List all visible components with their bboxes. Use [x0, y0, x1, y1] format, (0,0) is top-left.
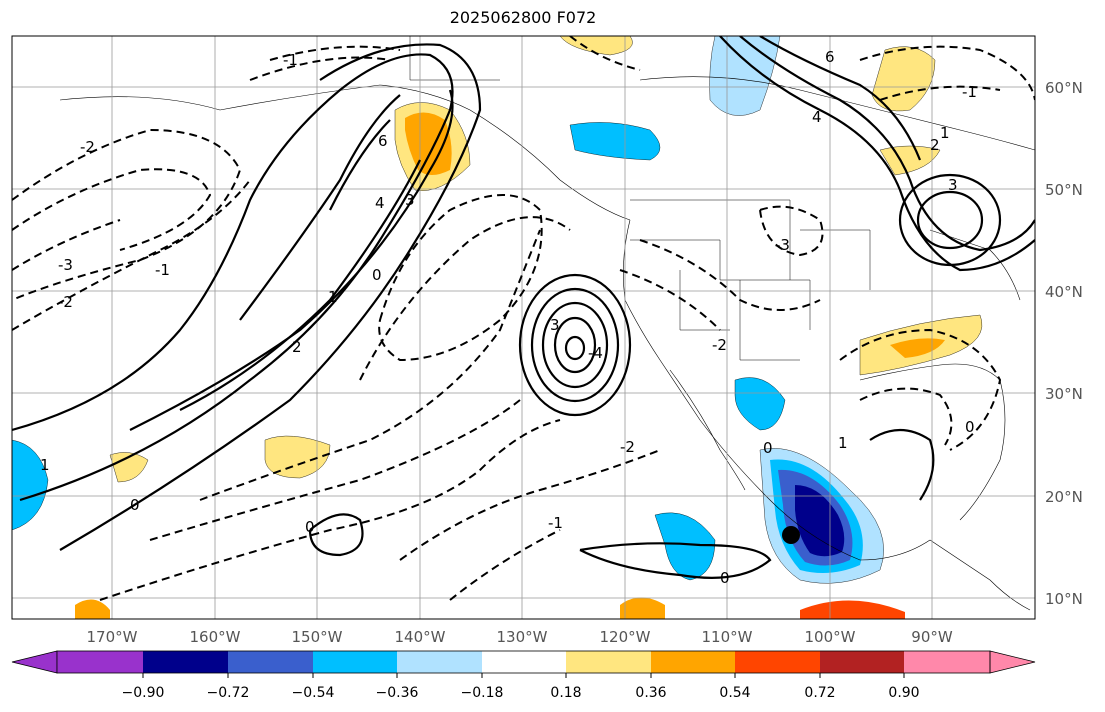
coastline-alaska — [59, 84, 631, 221]
lon-tick-label: 120°W — [600, 628, 651, 646]
shade-positive-south — [620, 597, 665, 619]
shade-positive-gulf-alaska-core — [405, 112, 452, 175]
lon-tick-label: 150°W — [292, 628, 343, 646]
contour-label: 1 — [40, 456, 50, 474]
colorbar-segment — [397, 651, 482, 673]
lon-tick-label: 130°W — [497, 628, 548, 646]
colorbar-segment — [651, 651, 735, 673]
lat-tick-label: 60°N — [1045, 79, 1083, 97]
contour-label: -4 — [588, 344, 603, 362]
colorbar-segment — [143, 651, 228, 673]
colorbar-segment — [566, 651, 651, 673]
contours-negative — [12, 36, 1035, 601]
colorbar-label: 0.72 — [804, 685, 835, 701]
lon-tick-label: 110°W — [702, 628, 753, 646]
shade-positive-sw — [75, 599, 110, 619]
contour-label: -1 — [155, 261, 170, 279]
colorbar-label: −0.36 — [376, 685, 419, 701]
colorbar-label: 0.54 — [719, 685, 750, 701]
contour-label: 6 — [378, 132, 388, 150]
contour-label: 2 — [292, 338, 302, 356]
lon-tick-label: 170°W — [87, 628, 138, 646]
map-frame — [11, 35, 1036, 620]
lat-tick-label: 50°N — [1045, 181, 1083, 199]
contour-label: 0 — [130, 496, 140, 514]
colorbar-segment — [904, 651, 990, 673]
colorbar-extend-high — [989, 650, 1036, 674]
contour-label: 2 — [930, 136, 940, 154]
lat-tick-label: 10°N — [1045, 590, 1083, 608]
colorbar-label: 0.18 — [550, 685, 581, 701]
lon-tick-label: 90°W — [911, 628, 953, 646]
latitude-tick-labels: 60°N 50°N 40°N 30°N 20°N 10°N — [1045, 79, 1083, 608]
contour-label: -2 — [58, 293, 73, 311]
shade-negative-west-edge — [12, 439, 49, 531]
shade-negative-pacific-nw — [569, 122, 661, 161]
contour-label: 4 — [812, 108, 822, 126]
colorbar-label: −0.72 — [207, 685, 250, 701]
contour-label: 1 — [940, 124, 950, 142]
map-title: 2025062800 F072 — [449, 8, 597, 27]
colorbar-label: −0.18 — [461, 685, 504, 701]
coastline-baja — [669, 369, 746, 491]
contour-label: 6 — [825, 48, 835, 66]
contour-label: 3 — [948, 176, 958, 194]
shade-positive-gulf-core — [890, 338, 945, 358]
contour-label: -2 — [620, 438, 635, 456]
contour-label: 0 — [305, 518, 315, 536]
colorbar-segment — [820, 651, 904, 673]
lon-tick-label: 100°W — [805, 628, 856, 646]
lon-tick-label: 160°W — [190, 628, 241, 646]
shade-positive-central — [264, 435, 331, 479]
shade-negative-east-pac — [654, 512, 716, 581]
contour-label: 0 — [965, 418, 975, 436]
lon-tick-label: 140°W — [395, 628, 446, 646]
contour-label: 1 — [328, 288, 338, 306]
coastline-canada — [639, 76, 1035, 151]
shade-negative-baja-core — [795, 485, 845, 557]
contour-label: 0 — [720, 569, 730, 587]
shade-positive-south-2 — [800, 600, 905, 619]
colorbar-ticks — [142, 673, 905, 678]
colorbar-segment — [57, 651, 143, 673]
longitude-tick-labels: 170°W 160°W 150°W 140°W 130°W 120°W 110°… — [87, 628, 953, 646]
colorbar-segment — [313, 651, 397, 673]
colorbar: −0.90 −0.72 −0.54 −0.36 −0.18 0.18 0.36 … — [11, 650, 1036, 701]
contour-label: 3 — [405, 191, 415, 209]
colorbar-label: 0.90 — [888, 685, 919, 701]
coastline-central-america — [929, 539, 1031, 611]
colorbar-segment — [735, 651, 820, 673]
contour-labels: 6 6 4 4 3 3 3 2 2 1 1 1 1 0 0 0 0 0 0 -1… — [40, 48, 977, 587]
contours-positive — [12, 36, 1035, 579]
colorbar-label: 0.36 — [635, 685, 666, 701]
colorbar-extend-low — [11, 650, 58, 674]
map-plot-area: 6 6 4 4 3 3 3 2 2 1 1 1 1 0 0 0 0 0 0 -1… — [12, 36, 1035, 619]
contour-label: -1 — [962, 83, 977, 101]
contour-label: 0 — [763, 439, 773, 457]
contour-label: 4 — [375, 194, 385, 212]
shade-negative-mexico — [734, 377, 786, 431]
contour-label: -1 — [283, 51, 298, 69]
contour-label: -1 — [548, 514, 563, 532]
shade-positive-north-2 — [559, 36, 633, 56]
colorbar-segment — [228, 651, 313, 673]
lat-tick-label: 30°N — [1045, 385, 1083, 403]
state-borders — [409, 36, 871, 361]
contour-label: -3 — [58, 256, 73, 274]
colorbar-segment — [482, 651, 566, 673]
contour-label: -2 — [712, 336, 727, 354]
contour-label: 0 — [372, 266, 382, 284]
storm-center-dot — [782, 526, 800, 544]
shade-positive-small — [109, 452, 149, 483]
lat-tick-label: 20°N — [1045, 488, 1083, 506]
colorbar-label: −0.90 — [122, 685, 165, 701]
contour-label: -2 — [80, 138, 95, 156]
contour-label: -3 — [775, 236, 790, 254]
shaded-regions — [12, 36, 983, 619]
contour-label: 3 — [550, 316, 560, 334]
lat-tick-label: 40°N — [1045, 283, 1083, 301]
contour-label: 1 — [838, 434, 848, 452]
colorbar-label: −0.54 — [292, 685, 335, 701]
